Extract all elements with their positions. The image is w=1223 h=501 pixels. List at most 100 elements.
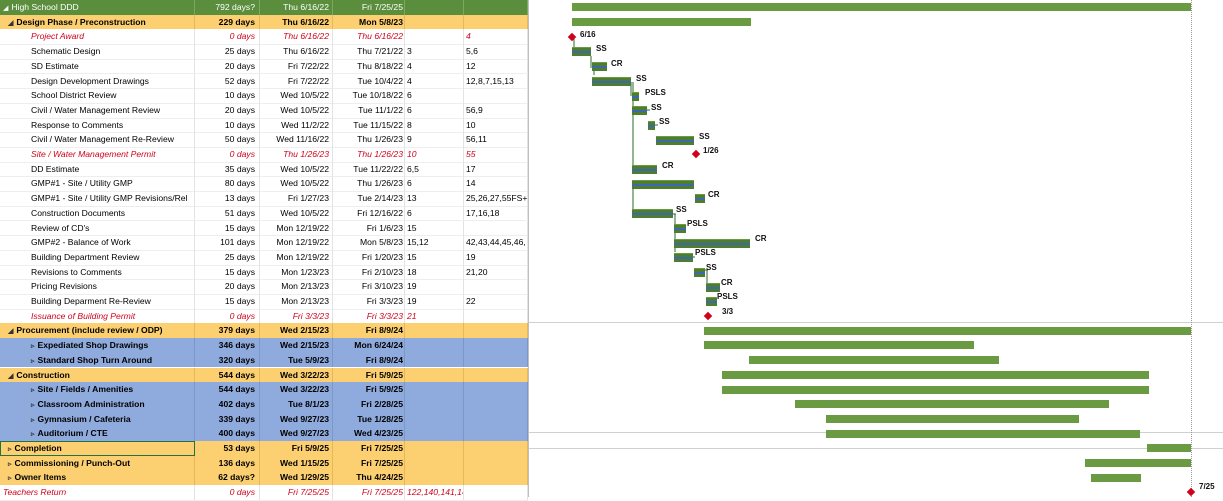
task-name-cell[interactable]: Site / Water Management Permit [0,147,195,162]
task-start-cell[interactable]: Wed 10/5/22 [260,205,333,221]
task-finish-cell[interactable]: Fri 3/3/23 [333,308,405,324]
task-finish-cell[interactable]: Thu 8/18/22 [333,58,405,74]
task-finish-cell[interactable]: Fri 3/3/23 [333,294,405,309]
task-succ-cell[interactable]: 17 [464,161,528,177]
task-row[interactable]: ▹ Completion 53 days Fri 5/9/25 Fri 7/25/25 [0,441,528,456]
task-start-cell[interactable]: Mon 2/13/23 [260,294,333,309]
task-pred-cell[interactable]: 3 [405,44,464,59]
task-start-cell[interactable]: Fri 5/9/25 [260,441,333,456]
task-finish-cell[interactable]: Fri 5/9/25 [333,367,405,383]
task-dur-cell[interactable]: 0 days [195,485,260,500]
task-row[interactable]: ◢ Design Phase / Preconstruction 229 days T… [0,14,528,30]
task-finish-cell[interactable]: Fri 2/28/25 [333,396,405,412]
task-start-cell[interactable]: Fri 7/25/25 [260,485,333,500]
task-row[interactable]: ▹ Gymnasium / Cafeteria 339 days Wed 9/27/2… [0,411,528,427]
task-succ-cell[interactable] [464,88,528,103]
task-row[interactable]: ▹ Standard Shop Turn Around 320 days Tue 5/… [0,352,528,368]
task-pred-cell[interactable]: 19 [405,294,464,309]
task-dur-cell[interactable]: 400 days [195,426,260,441]
task-start-cell[interactable]: Wed 1/29/25 [260,470,333,486]
task-name-cell[interactable]: Issuance of Building Permit [0,308,195,324]
task-finish-cell[interactable]: Thu 7/21/22 [333,44,405,59]
task-start-cell[interactable]: Tue 8/1/23 [260,396,333,412]
task-name-cell[interactable]: Civil / Water Management Review [0,102,195,118]
task-row[interactable]: ◢ Procurement (include review / ODP) 379 d… [0,323,528,339]
task-start-cell[interactable]: Thu 6/16/22 [260,44,333,59]
task-finish-cell[interactable]: Fri 1/6/23 [333,220,405,236]
task-name-cell[interactable]: Schematic Design [0,44,195,59]
task-succ-cell[interactable] [464,323,528,339]
task-start-cell[interactable]: Wed 9/27/23 [260,411,333,427]
task-name-cell[interactable]: Teachers Return [0,485,195,500]
task-pred-cell[interactable] [405,411,464,427]
task-pred-cell[interactable]: 21 [405,308,464,324]
task-start-cell[interactable]: Wed 3/22/23 [260,382,333,397]
task-dur-cell[interactable]: 544 days [195,367,260,383]
task-dur-cell[interactable]: 51 days [195,205,260,221]
task-succ-cell[interactable] [464,470,528,486]
task-start-cell[interactable]: Mon 1/23/23 [260,264,333,280]
task-pred-cell[interactable]: 19 [405,279,464,294]
task-finish-cell[interactable]: Thu 1/26/23 [333,132,405,147]
task-succ-cell[interactable] [464,367,528,383]
task-name-cell[interactable]: ▹ Gymnasium / Cafeteria [0,411,195,427]
task-pred-cell[interactable]: 15 [405,220,464,236]
task-pred-cell[interactable]: 122,140,141,14 [405,485,464,500]
task-start-cell[interactable]: Fri 1/27/23 [260,191,333,206]
task-pred-cell[interactable] [405,0,464,15]
task-dur-cell[interactable]: 20 days [195,102,260,118]
task-row[interactable]: GMP#2 - Balance of Work 101 days Mon 12/19… [0,235,528,251]
task-dur-cell[interactable]: 25 days [195,44,260,59]
task-finish-cell[interactable]: Fri 2/10/23 [333,264,405,280]
task-name-cell[interactable]: Design Development Drawings [0,73,195,89]
task-start-cell[interactable]: Mon 12/19/22 [260,249,333,265]
task-row[interactable]: Revisions to Comments 15 days Mon 1/23/23 F… [0,264,528,281]
task-start-cell[interactable]: Mon 12/19/22 [260,235,333,250]
task-row[interactable]: School District Review 10 days Wed 10/5/22… [0,88,528,104]
task-pred-cell[interactable] [405,323,464,339]
task-name-cell[interactable]: Project Award [0,29,195,45]
task-row[interactable]: Project Award 0 days Thu 6/16/22 Thu 6/16/2… [0,29,528,46]
task-pred-cell[interactable]: 18 [405,264,464,280]
task-succ-cell[interactable]: 22 [464,294,528,309]
expand-icon[interactable]: ▹ [8,475,12,483]
task-row[interactable]: GMP#1 - Site / Utility GMP 80 days Wed 10/… [0,176,528,193]
task-pred-cell[interactable] [405,367,464,383]
task-name-cell[interactable]: ▹ Owner Items [0,470,195,486]
task-succ-cell[interactable]: 10 [464,117,528,133]
task-succ-cell[interactable] [464,441,528,456]
task-succ-cell[interactable] [464,0,528,15]
task-name-cell[interactable]: Revisions to Comments [0,264,195,280]
task-start-cell[interactable]: Thu 6/16/22 [260,0,333,15]
task-row[interactable]: ▹ Classroom Administration 402 days Tue 8/1… [0,396,528,412]
task-finish-cell[interactable]: Tue 10/18/22 [333,88,405,103]
task-succ-cell[interactable]: 14 [464,176,528,192]
task-dur-cell[interactable]: 101 days [195,235,260,250]
task-name-cell[interactable]: ▹ Auditorium / CTE [0,426,195,441]
task-dur-cell[interactable]: 320 days [195,352,260,368]
task-row[interactable]: ▹ Owner Items 62 days? Wed 1/29/25 Thu 4/24/… [0,470,528,486]
task-row[interactable]: Site / Water Management Permit 0 days Thu … [0,147,528,163]
task-succ-cell[interactable]: 56,11 [464,132,528,147]
task-dur-cell[interactable]: 544 days [195,382,260,397]
task-row[interactable]: Construction Documents 51 days Wed 10/5/22… [0,205,528,222]
task-row[interactable]: Pricing Revisions 20 days Mon 2/13/23 Fri 3… [0,279,528,295]
task-start-cell[interactable]: Thu 6/16/22 [260,29,333,45]
task-dur-cell[interactable]: 15 days [195,220,260,236]
task-finish-cell[interactable]: Tue 11/1/22 [333,102,405,118]
task-pred-cell[interactable] [405,455,464,471]
task-start-cell[interactable]: Wed 10/5/22 [260,102,333,118]
task-pred-cell[interactable]: 6 [405,88,464,103]
task-pred-cell[interactable] [405,396,464,412]
task-name-cell[interactable]: School District Review [0,88,195,103]
task-pred-cell[interactable]: 10 [405,147,464,162]
task-succ-cell[interactable]: 12,8,7,15,13 [464,73,528,89]
task-pred-cell[interactable]: 6 [405,176,464,192]
task-finish-cell[interactable]: Fri 3/10/23 [333,279,405,294]
task-dur-cell[interactable]: 15 days [195,294,260,309]
task-dur-cell[interactable]: 402 days [195,396,260,412]
task-succ-cell[interactable]: 42,43,44,45,46, [464,235,528,250]
task-pred-cell[interactable]: 15 [405,249,464,265]
task-succ-cell[interactable] [464,220,528,236]
task-row[interactable]: SD Estimate 20 days Fri 7/22/22 Thu 8/18/22… [0,58,528,75]
